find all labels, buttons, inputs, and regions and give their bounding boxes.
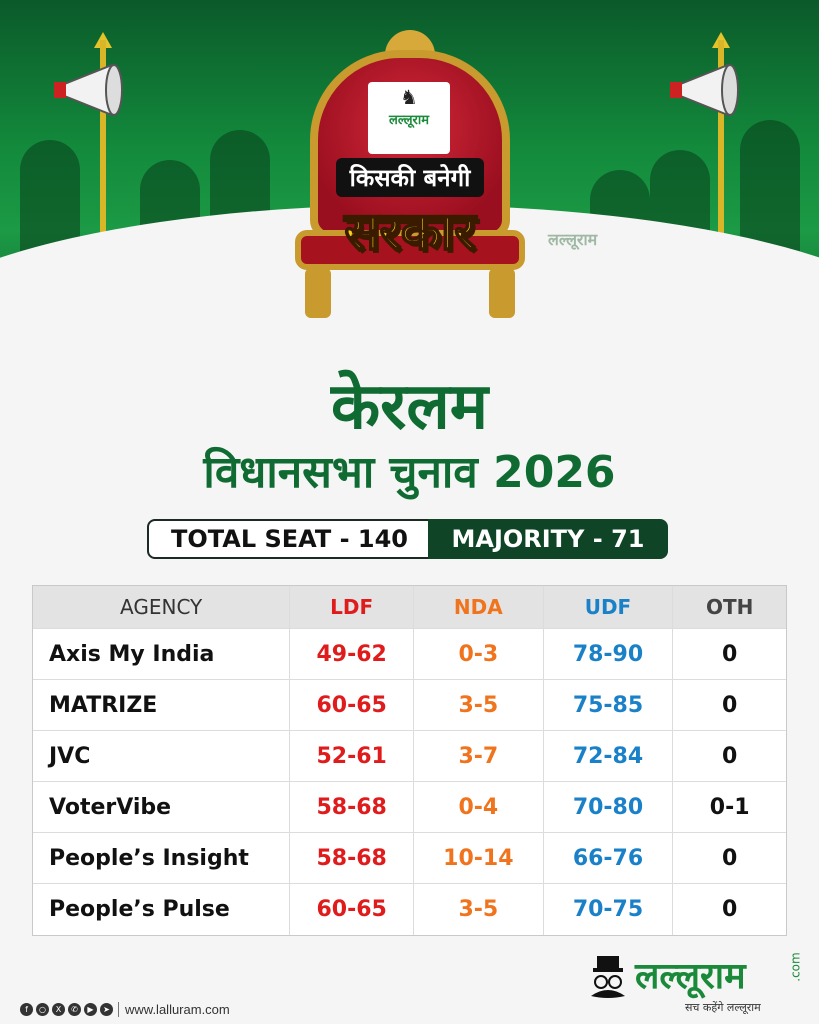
whatsapp-icon[interactable]: ✆	[68, 1003, 81, 1016]
udf-cell: 72-84	[544, 731, 674, 781]
agency-cell: Axis My India	[33, 629, 291, 679]
headline-banner: किसकी बनेगी सरकार	[290, 158, 530, 263]
youtube-icon[interactable]: ▶	[84, 1003, 97, 1016]
nda-cell: 0-3	[414, 629, 544, 679]
social-links: f ○ X ✆ ▶ ➤	[20, 1003, 113, 1016]
table-row: JVC 52-61 3-7 72-84 0	[33, 731, 786, 782]
header-agency: AGENCY	[33, 586, 291, 628]
brand-logo: लल्लूराम .com सच कहेंगे लल्लूराम	[585, 950, 815, 1020]
mascot-icon: ♞	[400, 85, 418, 109]
header-nda: NDA	[414, 586, 544, 628]
seat-info: TOTAL SEAT - 140 MAJORITY - 71	[147, 519, 668, 559]
agency-cell: JVC	[33, 731, 291, 781]
agency-cell: MATRIZE	[33, 680, 291, 730]
nda-cell: 3-5	[414, 884, 544, 935]
instagram-icon[interactable]: ○	[36, 1003, 49, 1016]
ldf-cell: 49-62	[290, 629, 415, 679]
ldf-cell: 58-68	[290, 833, 415, 883]
oth-cell: 0	[722, 641, 738, 667]
header-oth: OTH	[705, 595, 754, 619]
flag-pole	[100, 40, 106, 240]
nda-cell: 10-14	[414, 833, 544, 883]
oth-cell: 0	[722, 845, 738, 871]
udf-cell: 75-85	[544, 680, 674, 730]
table-row: VoterVibe 58-68 0-4 70-80 0-1	[33, 782, 786, 833]
udf-cell: 78-90	[544, 629, 674, 679]
website-link[interactable]: www.lalluram.com	[125, 1002, 230, 1017]
udf-cell: 70-75	[544, 884, 674, 935]
ldf-cell: 60-65	[290, 884, 415, 935]
oth-cell: 0	[722, 897, 738, 922]
brand-tagline: सच कहेंगे लल्लूराम	[685, 1001, 761, 1014]
oth-cell: 0-1	[709, 794, 750, 820]
agency-cell: VoterVibe	[33, 782, 291, 832]
logo-text: लल्लूराम	[389, 113, 429, 128]
agency-cell: People’s Insight	[33, 833, 291, 883]
mascot-icon	[591, 956, 625, 998]
throne-leg	[489, 268, 515, 318]
brand-name: लल्लूराम	[635, 956, 746, 997]
facebook-icon[interactable]: f	[20, 1003, 33, 1016]
exit-poll-table: AGENCY LDF NDA UDF OTH Axis My India 49-…	[32, 585, 787, 936]
oth-cell: 0	[722, 692, 738, 718]
watermark-logo: लल्लूराम	[548, 230, 598, 249]
table-row: People’s Insight 58-68 10-14 66-76 0	[33, 833, 786, 884]
nda-cell: 3-7	[414, 731, 544, 781]
election-subtitle: विधानसभा चुनाव 2026	[203, 447, 616, 498]
megaphone-icon	[54, 63, 123, 117]
x-icon[interactable]: X	[52, 1003, 65, 1016]
table-row: MATRIZE 60-65 3-5 75-85 0	[33, 680, 786, 731]
state-title: केरलम	[331, 370, 488, 444]
banner-top-text: किसकी बनेगी	[335, 158, 485, 197]
agency-cell: People’s Pulse	[33, 884, 291, 935]
brand-suffix: .com	[788, 952, 803, 982]
ldf-cell: 58-68	[290, 782, 415, 832]
majority-badge: MAJORITY - 71	[428, 519, 668, 559]
throne-seat	[295, 230, 525, 270]
banner-main-text: सरकार	[343, 201, 476, 263]
flag-pole	[718, 40, 724, 240]
throne-logo: ♞ लल्लूराम	[368, 82, 450, 154]
oth-cell: 0	[722, 743, 738, 769]
nda-cell: 3-5	[414, 680, 544, 730]
ldf-cell: 60-65	[290, 680, 415, 730]
table-row: Axis My India 49-62 0-3 78-90 0	[33, 629, 786, 680]
header-ldf: LDF	[290, 586, 414, 628]
header-udf: UDF	[544, 586, 674, 628]
ldf-cell: 52-61	[290, 731, 415, 781]
udf-cell: 66-76	[544, 833, 674, 883]
throne-leg	[305, 268, 331, 318]
megaphone-icon	[670, 63, 739, 117]
udf-cell: 70-80	[544, 782, 674, 832]
table-header-row: AGENCY LDF NDA UDF OTH	[33, 586, 786, 629]
nda-cell: 0-4	[414, 782, 544, 832]
telegram-icon[interactable]: ➤	[100, 1003, 113, 1016]
throne-illustration: ♞ लल्लूराम किसकी बनेगी सरकार	[290, 30, 530, 320]
total-seat-badge: TOTAL SEAT - 140	[147, 519, 432, 559]
footer-divider	[118, 1002, 119, 1017]
hero-banner: ♞ लल्लूराम किसकी बनेगी सरकार लल्लूराम	[0, 0, 819, 330]
table-row: People’s Pulse 60-65 3-5 70-75 0	[33, 884, 786, 935]
